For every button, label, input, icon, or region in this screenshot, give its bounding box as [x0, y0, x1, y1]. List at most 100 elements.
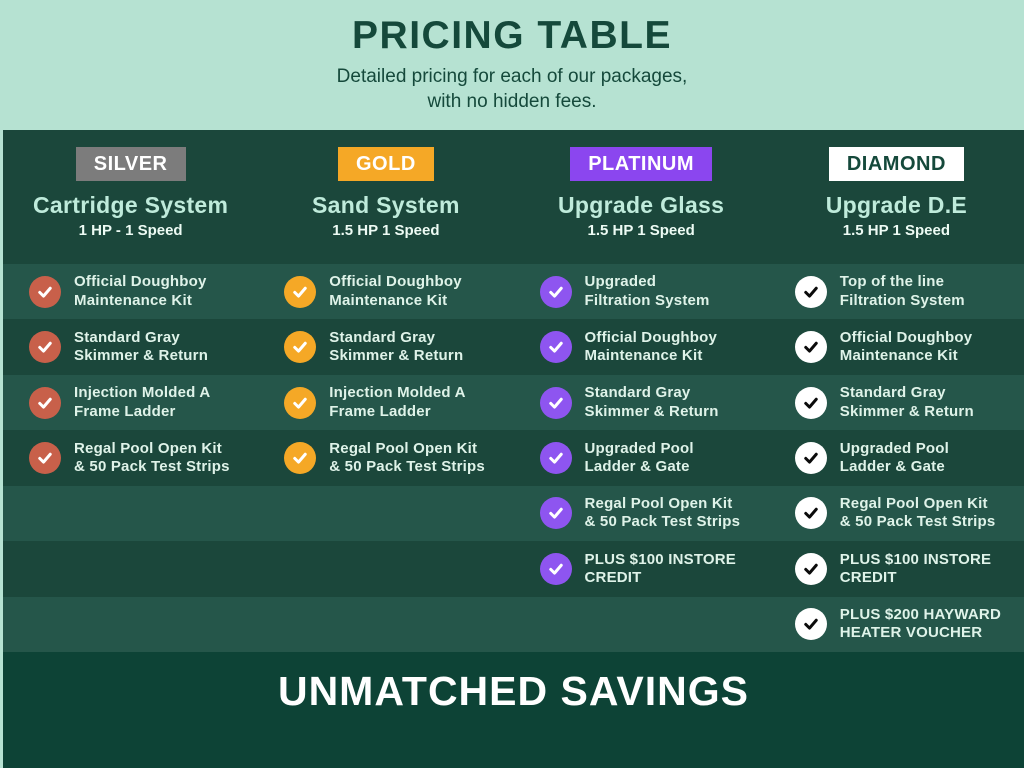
tier-badge-gold: GOLD [337, 147, 434, 181]
empty-cell [3, 597, 258, 652]
column-header-silver: SILVER Cartridge System 1 HP - 1 Speed [3, 147, 258, 264]
feature-label: Regal Pool Open Kit & 50 Pack Test Strip… [329, 439, 485, 475]
tier-badge-platinum: PLATINUM [570, 147, 713, 181]
feature-row-6: PLUS $100 INSTORE CREDIT PLUS $100 INSTO… [3, 541, 1024, 596]
column-title-gold: Sand System [312, 192, 460, 218]
feature-label: Standard Gray Skimmer & Return [839, 384, 974, 420]
column-title-diamond: Upgrade D.E [825, 192, 968, 218]
checkmark-icon [794, 275, 827, 308]
checkmark-icon [284, 275, 317, 308]
feature-cell: Official Doughboy Maintenance Kit [3, 264, 258, 319]
column-spec-diamond: 1.5 HP 1 Speed [842, 222, 951, 239]
checkmark-icon [284, 441, 317, 474]
feature-cell: Injection Molded A Frame Ladder [3, 375, 258, 430]
column-spec-silver: 1 HP - 1 Speed [78, 222, 183, 239]
column-header-diamond: DIAMOND Upgrade D.E 1.5 HP 1 Speed [769, 147, 1024, 264]
feature-cell: PLUS $100 INSTORE CREDIT [514, 541, 769, 596]
feature-label: PLUS $100 INSTORE CREDIT [584, 550, 737, 586]
feature-cell: Standard Gray Skimmer & Return [3, 319, 258, 374]
feature-label: Regal Pool Open Kit & 50 Pack Test Strip… [584, 495, 741, 531]
feature-label: PLUS $100 INSTORE CREDIT [839, 550, 992, 586]
feature-row-3: Injection Molded A Frame Ladder Injectio… [3, 374, 1024, 431]
checkmark-icon [539, 552, 572, 585]
feature-label: Injection Molded A Frame Ladder [74, 384, 211, 420]
feature-cell: Regal Pool Open Kit & 50 Pack Test Strip… [514, 486, 769, 541]
feature-label: Upgraded Pool Ladder & Gate [839, 439, 950, 475]
feature-label: Upgraded Pool Ladder & Gate [584, 439, 694, 475]
feature-row-1: Official Doughboy Maintenance Kit Offici… [3, 264, 1024, 320]
feature-label: Injection Molded A Frame Ladder [329, 384, 466, 420]
empty-cell [3, 541, 258, 596]
feature-cell: PLUS $200 HAYWARD HEATER VOUCHER [769, 597, 1024, 652]
column-spec-gold: 1.5 HP 1 Speed [332, 222, 440, 239]
feature-cell: Upgraded Pool Ladder & Gate [769, 430, 1024, 485]
feature-cell: Upgraded Filtration System [514, 264, 769, 319]
feature-row-2: Standard Gray Skimmer & Return Standard … [3, 319, 1024, 374]
column-headers: SILVER Cartridge System 1 HP - 1 Speed G… [3, 130, 1024, 264]
feature-label: Standard Gray Skimmer & Return [329, 328, 464, 365]
feature-cell: Injection Molded A Frame Ladder [258, 375, 513, 430]
feature-cell: Upgraded Pool Ladder & Gate [514, 430, 769, 485]
pricing-panel: SILVER Cartridge System 1 HP - 1 Speed G… [0, 130, 1024, 652]
feature-cell: Regal Pool Open Kit & 50 Pack Test Strip… [258, 430, 513, 485]
checkmark-icon [29, 441, 61, 474]
feature-cell: Official Doughboy Maintenance Kit [514, 319, 769, 374]
checkmark-icon [794, 386, 827, 419]
feature-label: Standard Gray Skimmer & Return [74, 328, 209, 365]
feature-label: Standard Gray Skimmer & Return [584, 384, 719, 420]
feature-label: Official Doughboy Maintenance Kit [839, 328, 973, 365]
feature-cell: Standard Gray Skimmer & Return [514, 375, 769, 430]
checkmark-icon [794, 552, 827, 585]
feature-cell: Regal Pool Open Kit & 50 Pack Test Strip… [3, 430, 258, 485]
feature-label: Upgraded Filtration System [584, 273, 710, 309]
hero-header: PRICING TABLE Detailed pricing for each … [0, 0, 1024, 130]
savings-banner: UNMATCHED SAVINGS [0, 652, 1024, 768]
column-spec-platinum: 1.5 HP 1 Speed [587, 222, 695, 239]
tier-badge-silver: SILVER [75, 147, 186, 181]
checkmark-icon [539, 441, 572, 474]
feature-label: Official Doughboy Maintenance Kit [584, 328, 718, 365]
feature-label: Regal Pool Open Kit & 50 Pack Test Strip… [74, 439, 230, 475]
column-title-silver: Cartridge System [32, 192, 229, 218]
feature-cell: Official Doughboy Maintenance Kit [769, 319, 1024, 374]
feature-cell: Top of the line Filtration System [769, 264, 1024, 319]
checkmark-icon [794, 441, 827, 474]
feature-label: Official Doughboy Maintenance Kit [74, 273, 207, 309]
feature-label: Top of the line Filtration System [839, 273, 965, 309]
checkmark-icon [29, 386, 61, 419]
checkmark-icon [539, 386, 572, 419]
column-header-gold: GOLD Sand System 1.5 HP 1 Speed [258, 147, 513, 264]
checkmark-icon [539, 331, 572, 364]
page-subtitle: Detailed pricing for each of our package… [336, 66, 688, 113]
empty-cell [258, 597, 513, 652]
feature-label: Regal Pool Open Kit & 50 Pack Test Strip… [839, 495, 996, 531]
checkmark-icon [284, 331, 317, 364]
feature-label: Official Doughboy Maintenance Kit [329, 273, 462, 309]
column-title-platinum: Upgrade Glass [558, 192, 725, 218]
feature-label: PLUS $200 HAYWARD HEATER VOUCHER [839, 605, 1001, 642]
column-header-platinum: PLATINUM Upgrade Glass 1.5 HP 1 Speed [514, 147, 769, 264]
feature-row-7: PLUS $200 HAYWARD HEATER VOUCHER [3, 596, 1024, 652]
empty-cell [514, 597, 769, 652]
checkmark-icon [794, 608, 827, 641]
checkmark-icon [29, 275, 61, 308]
feature-cell: Regal Pool Open Kit & 50 Pack Test Strip… [769, 486, 1024, 541]
checkmark-icon [794, 331, 827, 364]
page-title: PRICING TABLE [352, 14, 672, 57]
checkmark-icon [539, 275, 572, 308]
checkmark-icon [29, 331, 61, 364]
empty-cell [258, 541, 513, 596]
feature-row-5: Regal Pool Open Kit & 50 Pack Test Strip… [3, 485, 1024, 542]
feature-cell: Official Doughboy Maintenance Kit [258, 264, 513, 319]
feature-row-4: Regal Pool Open Kit & 50 Pack Test Strip… [3, 430, 1024, 485]
feature-cell: Standard Gray Skimmer & Return [769, 375, 1024, 430]
empty-cell [3, 486, 258, 541]
checkmark-icon [794, 497, 827, 530]
feature-cell: Standard Gray Skimmer & Return [258, 319, 513, 374]
savings-title: UNMATCHED SAVINGS [277, 668, 750, 714]
checkmark-icon [539, 497, 572, 530]
checkmark-icon [284, 386, 317, 419]
tier-badge-diamond: DIAMOND [828, 147, 964, 181]
feature-rows: Official Doughboy Maintenance Kit Offici… [3, 264, 1024, 652]
